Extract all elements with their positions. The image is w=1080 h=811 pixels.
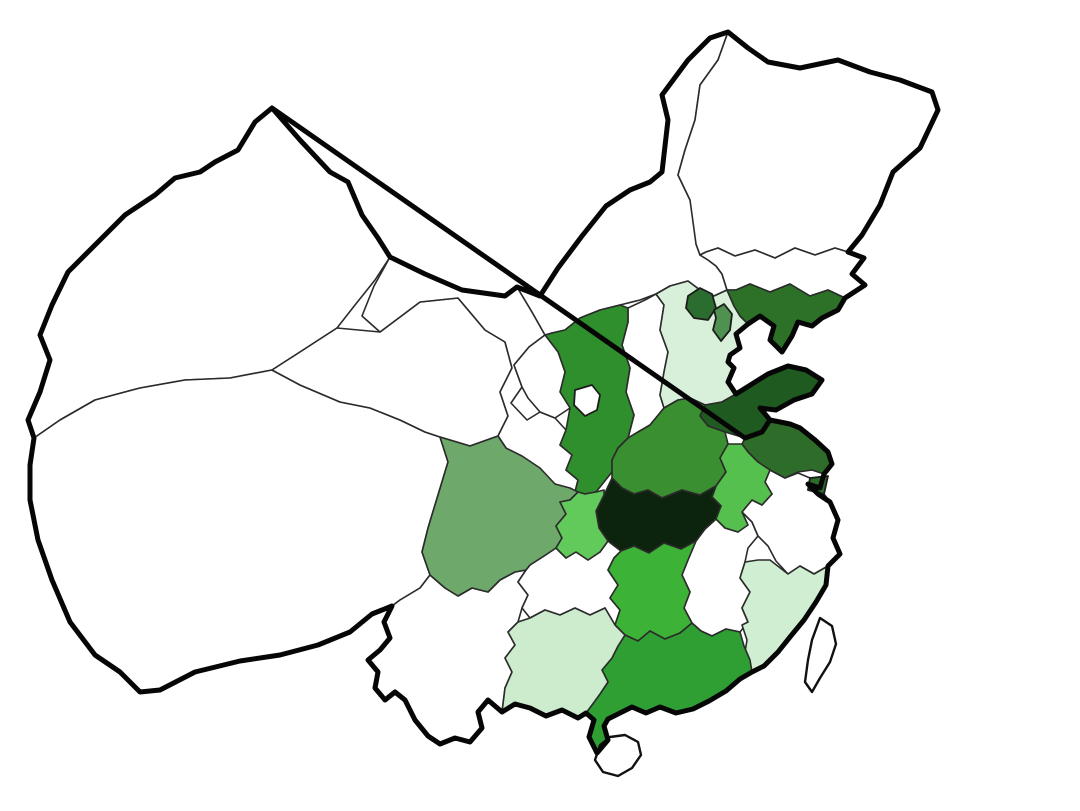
island-taiwan <box>803 616 838 694</box>
national-border-outline <box>25 29 941 756</box>
province-gansu-east-salient <box>573 384 601 417</box>
province-hunan <box>607 540 697 642</box>
province-guangxi <box>501 607 626 719</box>
province-tianjin <box>712 303 733 342</box>
province-ningxia <box>513 334 571 419</box>
province-sichuan <box>421 435 579 597</box>
province-chongqing <box>555 489 609 561</box>
province-beijing <box>685 287 717 321</box>
